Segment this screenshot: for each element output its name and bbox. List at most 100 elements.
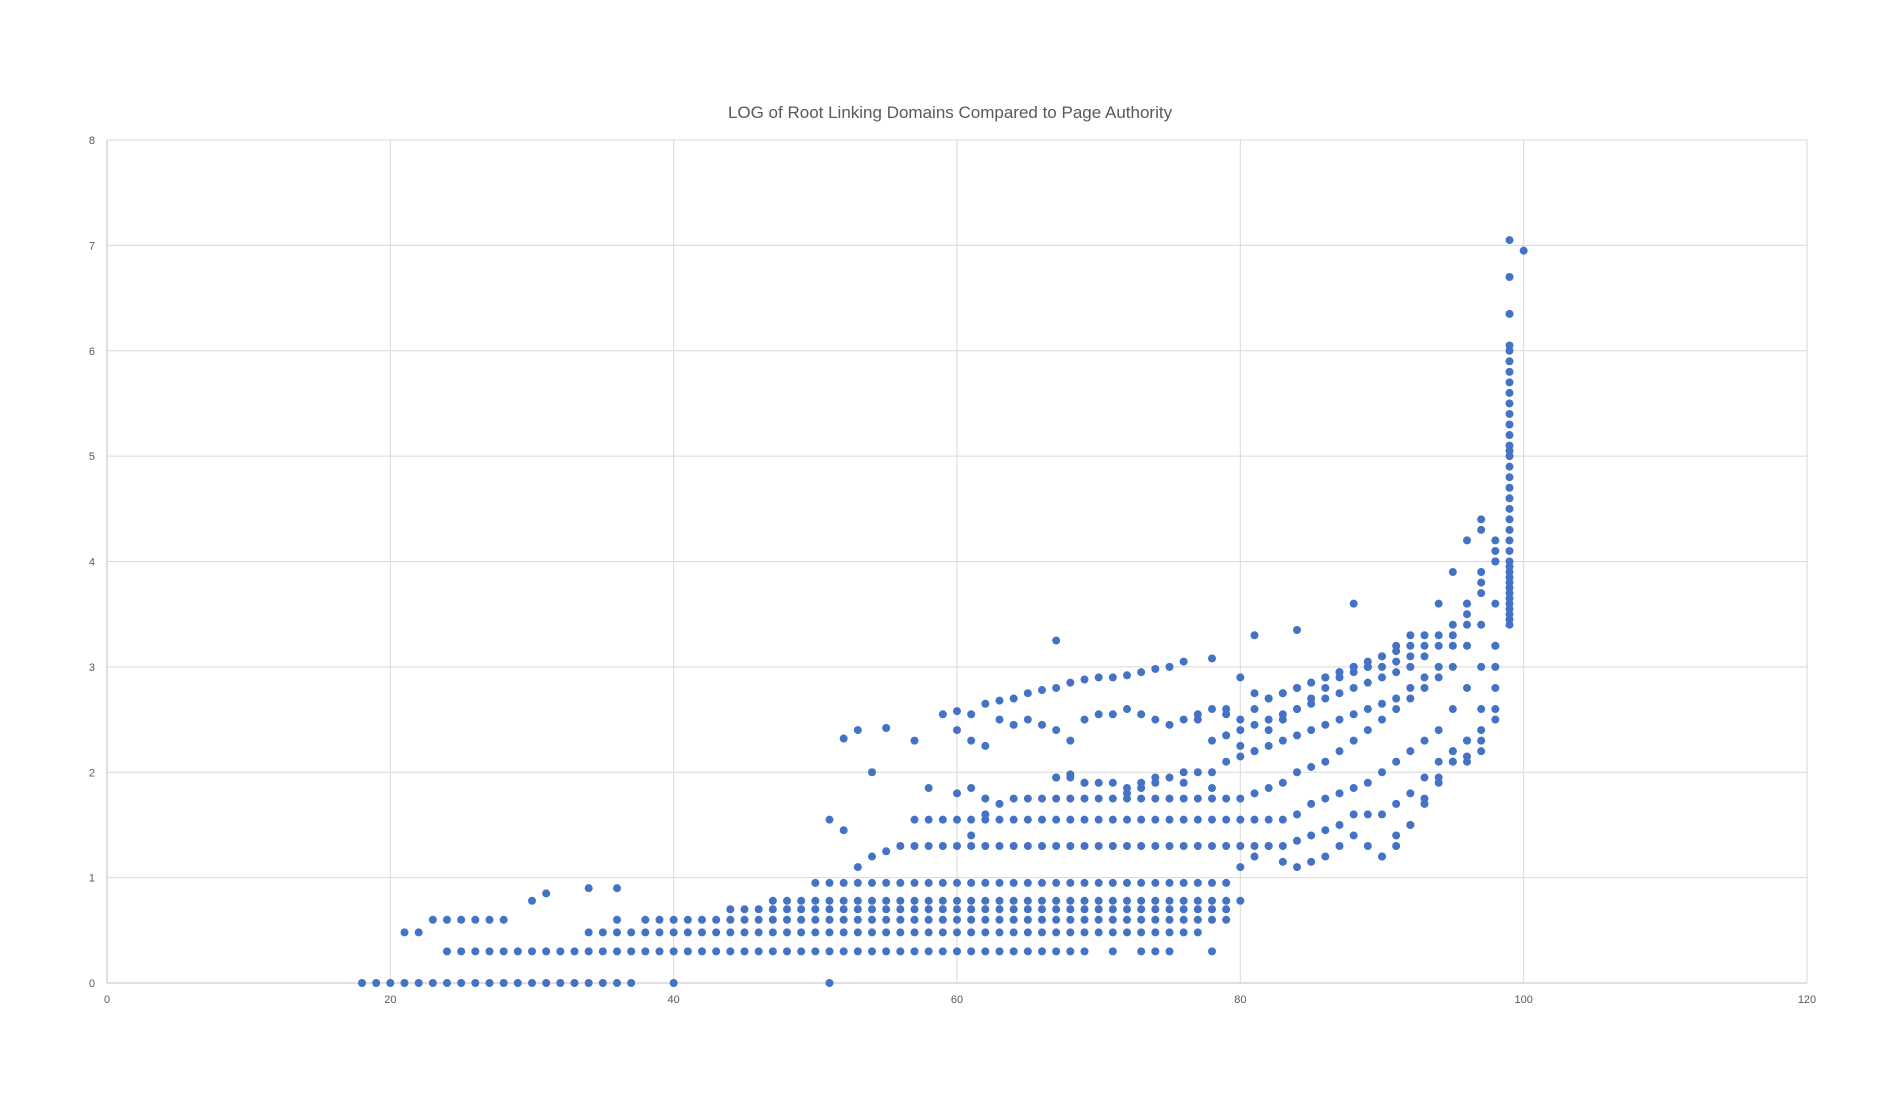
data-point [1009, 815, 1018, 824]
chart-title: LOG of Root Linking Domains Compared to … [728, 103, 1173, 122]
data-point [1293, 863, 1301, 872]
data-point [1052, 915, 1061, 924]
data-point [797, 915, 806, 924]
data-point [868, 768, 876, 777]
data-point [414, 928, 423, 937]
data-point [1208, 905, 1216, 914]
data-point [1179, 815, 1188, 824]
data-point [386, 979, 395, 987]
data-point [1448, 757, 1457, 766]
data-point [542, 889, 551, 898]
data-point [995, 878, 1004, 887]
data-point [1335, 820, 1344, 829]
data-point [1208, 768, 1216, 777]
data-point [896, 878, 905, 887]
data-point [1264, 726, 1273, 735]
data-point [1250, 720, 1259, 729]
data-point [1193, 915, 1202, 924]
data-point [1448, 705, 1457, 714]
data-point [1349, 710, 1358, 719]
data-point [1208, 878, 1216, 887]
data-point [995, 896, 1004, 905]
data-point [1222, 710, 1231, 719]
data-point [1335, 689, 1344, 698]
data-point [882, 723, 891, 732]
data-point [783, 928, 791, 937]
data-point [1108, 947, 1117, 956]
data-point [839, 915, 848, 924]
data-point [1491, 557, 1500, 566]
data-point [1193, 896, 1202, 905]
data-point [896, 842, 905, 851]
data-point [1023, 947, 1032, 956]
data-point [1023, 715, 1032, 724]
y-tick-label: 7 [89, 240, 95, 252]
data-point [1108, 710, 1117, 719]
data-point [740, 947, 749, 956]
data-point [1208, 896, 1216, 905]
data-point [1165, 896, 1174, 905]
data-point [868, 947, 876, 956]
data-point [428, 915, 437, 924]
data-point [882, 847, 891, 856]
data-point [924, 915, 933, 924]
data-point [1392, 668, 1401, 677]
data-point [542, 947, 551, 956]
data-point [1137, 778, 1146, 787]
data-point [1420, 799, 1429, 808]
data-point [981, 878, 990, 887]
data-point [457, 947, 466, 956]
data-point [485, 947, 494, 956]
data-point [1080, 842, 1089, 851]
data-point [584, 884, 593, 893]
data-point [1023, 842, 1032, 851]
data-point [1208, 736, 1216, 745]
data-point [655, 947, 664, 956]
data-point [754, 915, 763, 924]
data-point [1236, 726, 1245, 735]
data-point [627, 979, 636, 987]
data-point [1307, 726, 1316, 735]
data-point [1491, 641, 1500, 650]
data-point [811, 928, 820, 937]
data-point [1023, 915, 1032, 924]
data-point [938, 842, 947, 851]
data-point [1137, 842, 1146, 851]
data-point [1505, 420, 1514, 429]
data-point [485, 979, 494, 987]
data-point [1165, 773, 1174, 782]
data-point [1052, 842, 1061, 851]
data-point [1505, 494, 1514, 503]
data-point [1349, 736, 1358, 745]
data-point [584, 979, 593, 987]
data-point [513, 979, 522, 987]
data-point [1080, 778, 1089, 787]
data-point [1066, 896, 1075, 905]
data-point [1236, 752, 1245, 761]
data-point [1406, 820, 1415, 829]
data-point [910, 842, 919, 851]
data-point [967, 831, 976, 840]
data-point [1151, 878, 1160, 887]
data-point [1321, 683, 1330, 692]
data-point [1137, 947, 1146, 956]
data-point [1137, 896, 1146, 905]
data-point [1505, 341, 1514, 350]
data-point [797, 928, 806, 937]
data-point [1165, 928, 1174, 937]
data-point [1222, 905, 1231, 914]
data-point [1108, 905, 1117, 914]
data-point [967, 915, 976, 924]
data-point [400, 928, 409, 937]
data-point [1108, 915, 1117, 924]
data-point [1151, 794, 1160, 803]
data-point [882, 915, 891, 924]
data-point [1278, 857, 1287, 866]
data-point [1505, 515, 1514, 524]
data-point [981, 699, 990, 708]
data-point [1349, 810, 1358, 819]
data-point [1179, 878, 1188, 887]
data-point [1080, 947, 1089, 956]
data-point [1080, 715, 1089, 724]
data-point [1363, 705, 1372, 714]
